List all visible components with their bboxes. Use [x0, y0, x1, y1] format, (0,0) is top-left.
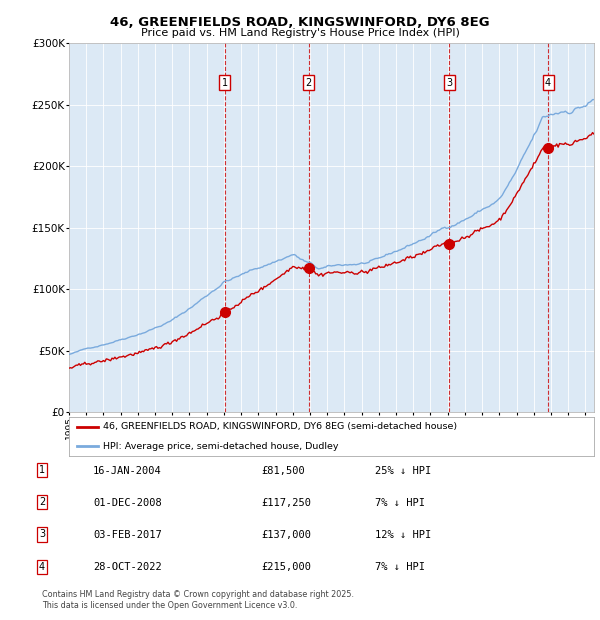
Text: £137,000: £137,000 — [261, 530, 311, 540]
Text: Price paid vs. HM Land Registry's House Price Index (HPI): Price paid vs. HM Land Registry's House … — [140, 28, 460, 38]
Text: 12% ↓ HPI: 12% ↓ HPI — [375, 530, 431, 540]
Text: 03-FEB-2017: 03-FEB-2017 — [93, 530, 162, 540]
Text: 7% ↓ HPI: 7% ↓ HPI — [375, 562, 425, 572]
Text: 28-OCT-2022: 28-OCT-2022 — [93, 562, 162, 572]
Text: 25% ↓ HPI: 25% ↓ HPI — [375, 466, 431, 476]
Text: 4: 4 — [39, 562, 45, 572]
Text: 16-JAN-2004: 16-JAN-2004 — [93, 466, 162, 476]
Text: £81,500: £81,500 — [261, 466, 305, 476]
Text: HPI: Average price, semi-detached house, Dudley: HPI: Average price, semi-detached house,… — [103, 441, 338, 451]
Text: 1: 1 — [221, 78, 227, 88]
Text: 01-DEC-2008: 01-DEC-2008 — [93, 498, 162, 508]
Text: Contains HM Land Registry data © Crown copyright and database right 2025.: Contains HM Land Registry data © Crown c… — [42, 590, 354, 600]
Text: 3: 3 — [446, 78, 452, 88]
Text: 7% ↓ HPI: 7% ↓ HPI — [375, 498, 425, 508]
Text: 46, GREENFIELDS ROAD, KINGSWINFORD, DY6 8EG: 46, GREENFIELDS ROAD, KINGSWINFORD, DY6 … — [110, 16, 490, 29]
Text: £215,000: £215,000 — [261, 562, 311, 572]
Text: 4: 4 — [545, 78, 551, 88]
Text: 2: 2 — [305, 78, 312, 88]
Text: 2: 2 — [39, 497, 45, 507]
Text: This data is licensed under the Open Government Licence v3.0.: This data is licensed under the Open Gov… — [42, 601, 298, 611]
Text: 1: 1 — [39, 465, 45, 475]
Text: 3: 3 — [39, 529, 45, 539]
Text: £117,250: £117,250 — [261, 498, 311, 508]
Text: 46, GREENFIELDS ROAD, KINGSWINFORD, DY6 8EG (semi-detached house): 46, GREENFIELDS ROAD, KINGSWINFORD, DY6 … — [103, 422, 457, 432]
